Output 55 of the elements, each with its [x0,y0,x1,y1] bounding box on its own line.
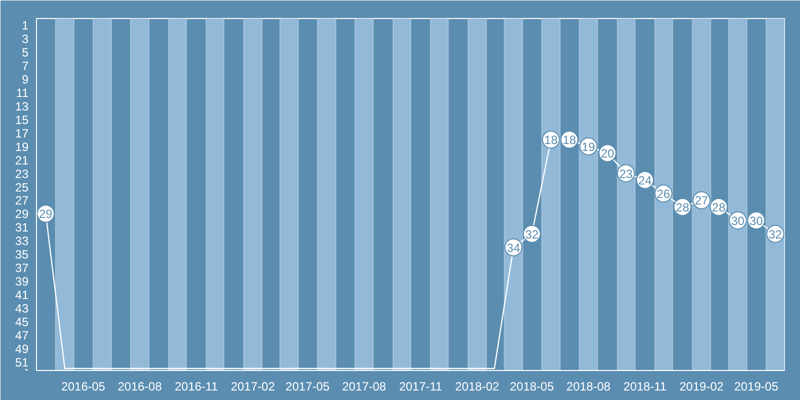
y-tick-label: 37 [15,261,29,276]
x-tick-label: 2016-11 [174,380,218,394]
y-tick-label: 19 [15,140,29,154]
y-tick-label: 29 [15,207,29,222]
x-tick-label: 2017-05 [286,380,330,394]
data-label: 29 [39,207,53,222]
x-tick-label: 2018-11 [623,380,667,394]
data-label: 34 [506,240,520,255]
y-tick-label: 31 [15,220,29,235]
x-tick-label: 2019-05 [734,380,779,394]
y-tick-label: 25 [15,180,29,194]
data-label: 30 [731,214,745,228]
x-tick-label: 2018-02 [455,380,500,394]
y-tick-label: 3 [22,32,29,46]
y-tick-label: 7 [22,59,29,74]
y-tick-label: 41 [15,288,29,302]
y-tick-label: 23 [15,166,29,181]
data-label: 27 [694,194,709,208]
y-tick-label: 35 [15,248,29,262]
y-tick-label: 49 [15,342,29,356]
y-tick-label: 17 [15,126,29,140]
data-label: 23 [619,166,633,181]
y-tick-label: 43 [15,301,29,316]
x-tick-label: 2017-08 [342,380,386,394]
data-label: 18 [562,133,576,148]
x-tick-label: 2016-05 [61,380,106,394]
y-tick-label: 45 [15,314,29,329]
data-label: 30 [750,214,764,228]
y-tick-label: 1 [22,18,29,33]
data-label: 28 [676,200,690,214]
data-label: 32 [768,227,782,242]
x-tick-label: 2018-05 [510,380,554,394]
y-tick-label: 47 [15,328,29,342]
data-label: 20 [600,146,614,161]
y-tick-label: 33 [15,234,29,248]
y-tick-label: 11 [16,86,29,100]
y-tick-label: 51 [15,355,29,370]
x-tick-label: 2017-02 [230,380,276,394]
y-tick-label: 13 [15,99,29,114]
y-tick-label: 39 [15,274,29,288]
y-tick-label: 27 [15,194,29,208]
x-tick-label: 2018-08 [566,380,611,394]
y-tick-label: 15 [15,112,29,127]
data-label: 32 [525,227,539,242]
x-tick-label: 2017-11 [399,380,443,394]
y-tick-label: 9 [22,72,29,87]
data-label: 26 [656,186,670,201]
data-label: 24 [638,174,652,188]
y-tick-label: 21 [15,153,29,168]
y-tick-label: 5 [22,46,29,60]
data-label: 18 [544,133,558,148]
data-label: 19 [582,140,596,154]
x-tick-label: 2016-08 [118,380,162,394]
data-label: 28 [712,200,726,214]
x-tick-label: 2019-02 [680,380,724,394]
